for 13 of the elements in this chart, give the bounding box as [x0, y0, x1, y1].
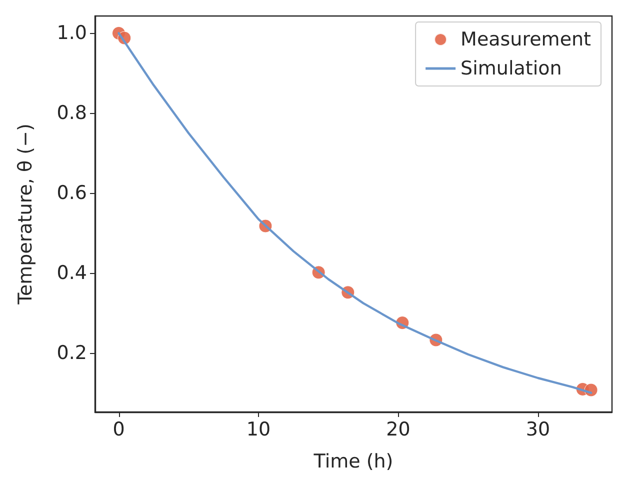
x-tick-label: 0: [112, 418, 125, 440]
x-tick-label: 30: [526, 418, 550, 440]
y-tick-label: 1.0: [56, 22, 87, 44]
legend-label: Simulation: [460, 58, 562, 80]
x-tick-label: 10: [246, 418, 271, 440]
y-axis-title: Temperature, θ (−): [14, 124, 36, 306]
y-tick-label: 0.2: [56, 342, 87, 364]
x-tick-label: 20: [386, 418, 410, 440]
y-tick-label: 0.4: [56, 262, 87, 284]
y-tick-label: 0.6: [56, 182, 87, 204]
y-tick-label: 0.8: [56, 102, 87, 124]
legend-label: Measurement: [460, 28, 592, 50]
x-axis-title: Time (h): [312, 450, 394, 472]
